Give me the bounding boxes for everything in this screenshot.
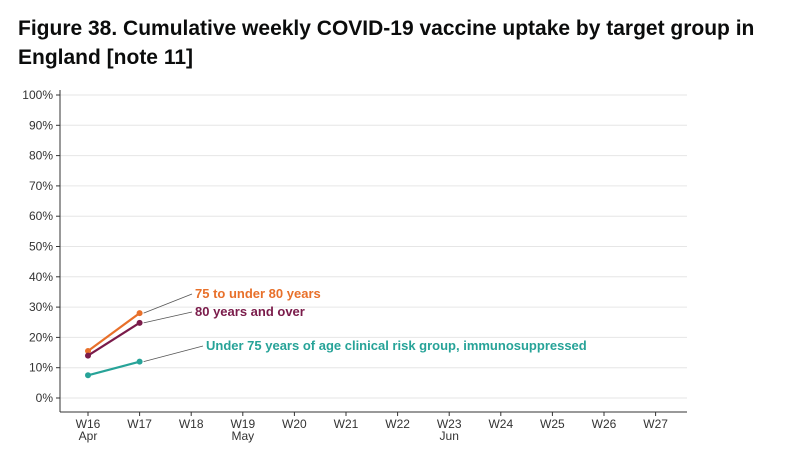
series-line xyxy=(87,312,141,352)
y-tick-label: 70% xyxy=(29,179,53,193)
y-tick-label: 10% xyxy=(29,361,53,375)
series-1 xyxy=(85,319,143,359)
label-leader-line xyxy=(143,293,193,314)
x-tick-label: W27 xyxy=(643,417,668,431)
y-tick-labels: 0% 10% 20% 30% 40% 50% 60% 70% 80% 90% 100% xyxy=(22,88,60,405)
y-tick-label: 20% xyxy=(29,330,53,344)
x-tick-label: W19 xyxy=(230,417,255,431)
series xyxy=(85,310,143,379)
x-tick-label: W18 xyxy=(179,417,204,431)
x-tick-label: W16 xyxy=(76,417,101,431)
x-tick-label: W17 xyxy=(127,417,152,431)
x-tick-label: W26 xyxy=(592,417,617,431)
axes xyxy=(59,90,687,413)
x-tick-labels: W16 W17 W18 W19 W20 W21 W22 W23 W24 W25 W26 W27 Apr M… xyxy=(76,412,668,443)
y-tick-label: 90% xyxy=(29,118,53,132)
label-leader-line xyxy=(143,311,193,324)
series-label: 80 years and over xyxy=(195,304,305,319)
data-point xyxy=(85,352,91,359)
y-tick-label: 40% xyxy=(29,270,53,284)
month-label: May xyxy=(231,429,254,443)
series-line xyxy=(87,321,141,357)
data-point xyxy=(136,310,143,317)
x-tick-label: W20 xyxy=(282,417,307,431)
data-point xyxy=(85,372,91,379)
x-tick-label: W22 xyxy=(385,417,410,431)
x-tick-label: W21 xyxy=(334,417,359,431)
series-line xyxy=(87,360,140,377)
x-tick-label: W24 xyxy=(488,417,513,431)
gridlines xyxy=(60,94,687,399)
month-label: Jun xyxy=(440,429,459,443)
data-point xyxy=(136,358,143,365)
series-label: 75 to under 80 years xyxy=(195,286,321,301)
x-tick-label: W23 xyxy=(437,417,462,431)
label-leader-line xyxy=(143,345,204,363)
y-tick-label: 60% xyxy=(29,209,53,223)
series-0 xyxy=(85,310,143,355)
x-tick-label: W25 xyxy=(540,417,565,431)
month-label: Apr xyxy=(79,429,98,443)
y-tick-label: 100% xyxy=(22,88,53,102)
data-point xyxy=(136,319,143,326)
series-labels: 75 to under 80 years 80 years and over Und… xyxy=(143,286,587,363)
y-tick-label: 50% xyxy=(29,240,53,254)
y-tick-label: 0% xyxy=(36,391,54,405)
series-label: Under 75 years of age clinical risk grou… xyxy=(206,338,587,353)
y-tick-label: 30% xyxy=(29,300,53,314)
y-tick-label: 80% xyxy=(29,149,53,163)
series-2 xyxy=(85,358,143,379)
chart-title: Figure 38. Cumulative weekly COVID-19 va… xyxy=(18,17,755,69)
data-point xyxy=(85,348,91,355)
